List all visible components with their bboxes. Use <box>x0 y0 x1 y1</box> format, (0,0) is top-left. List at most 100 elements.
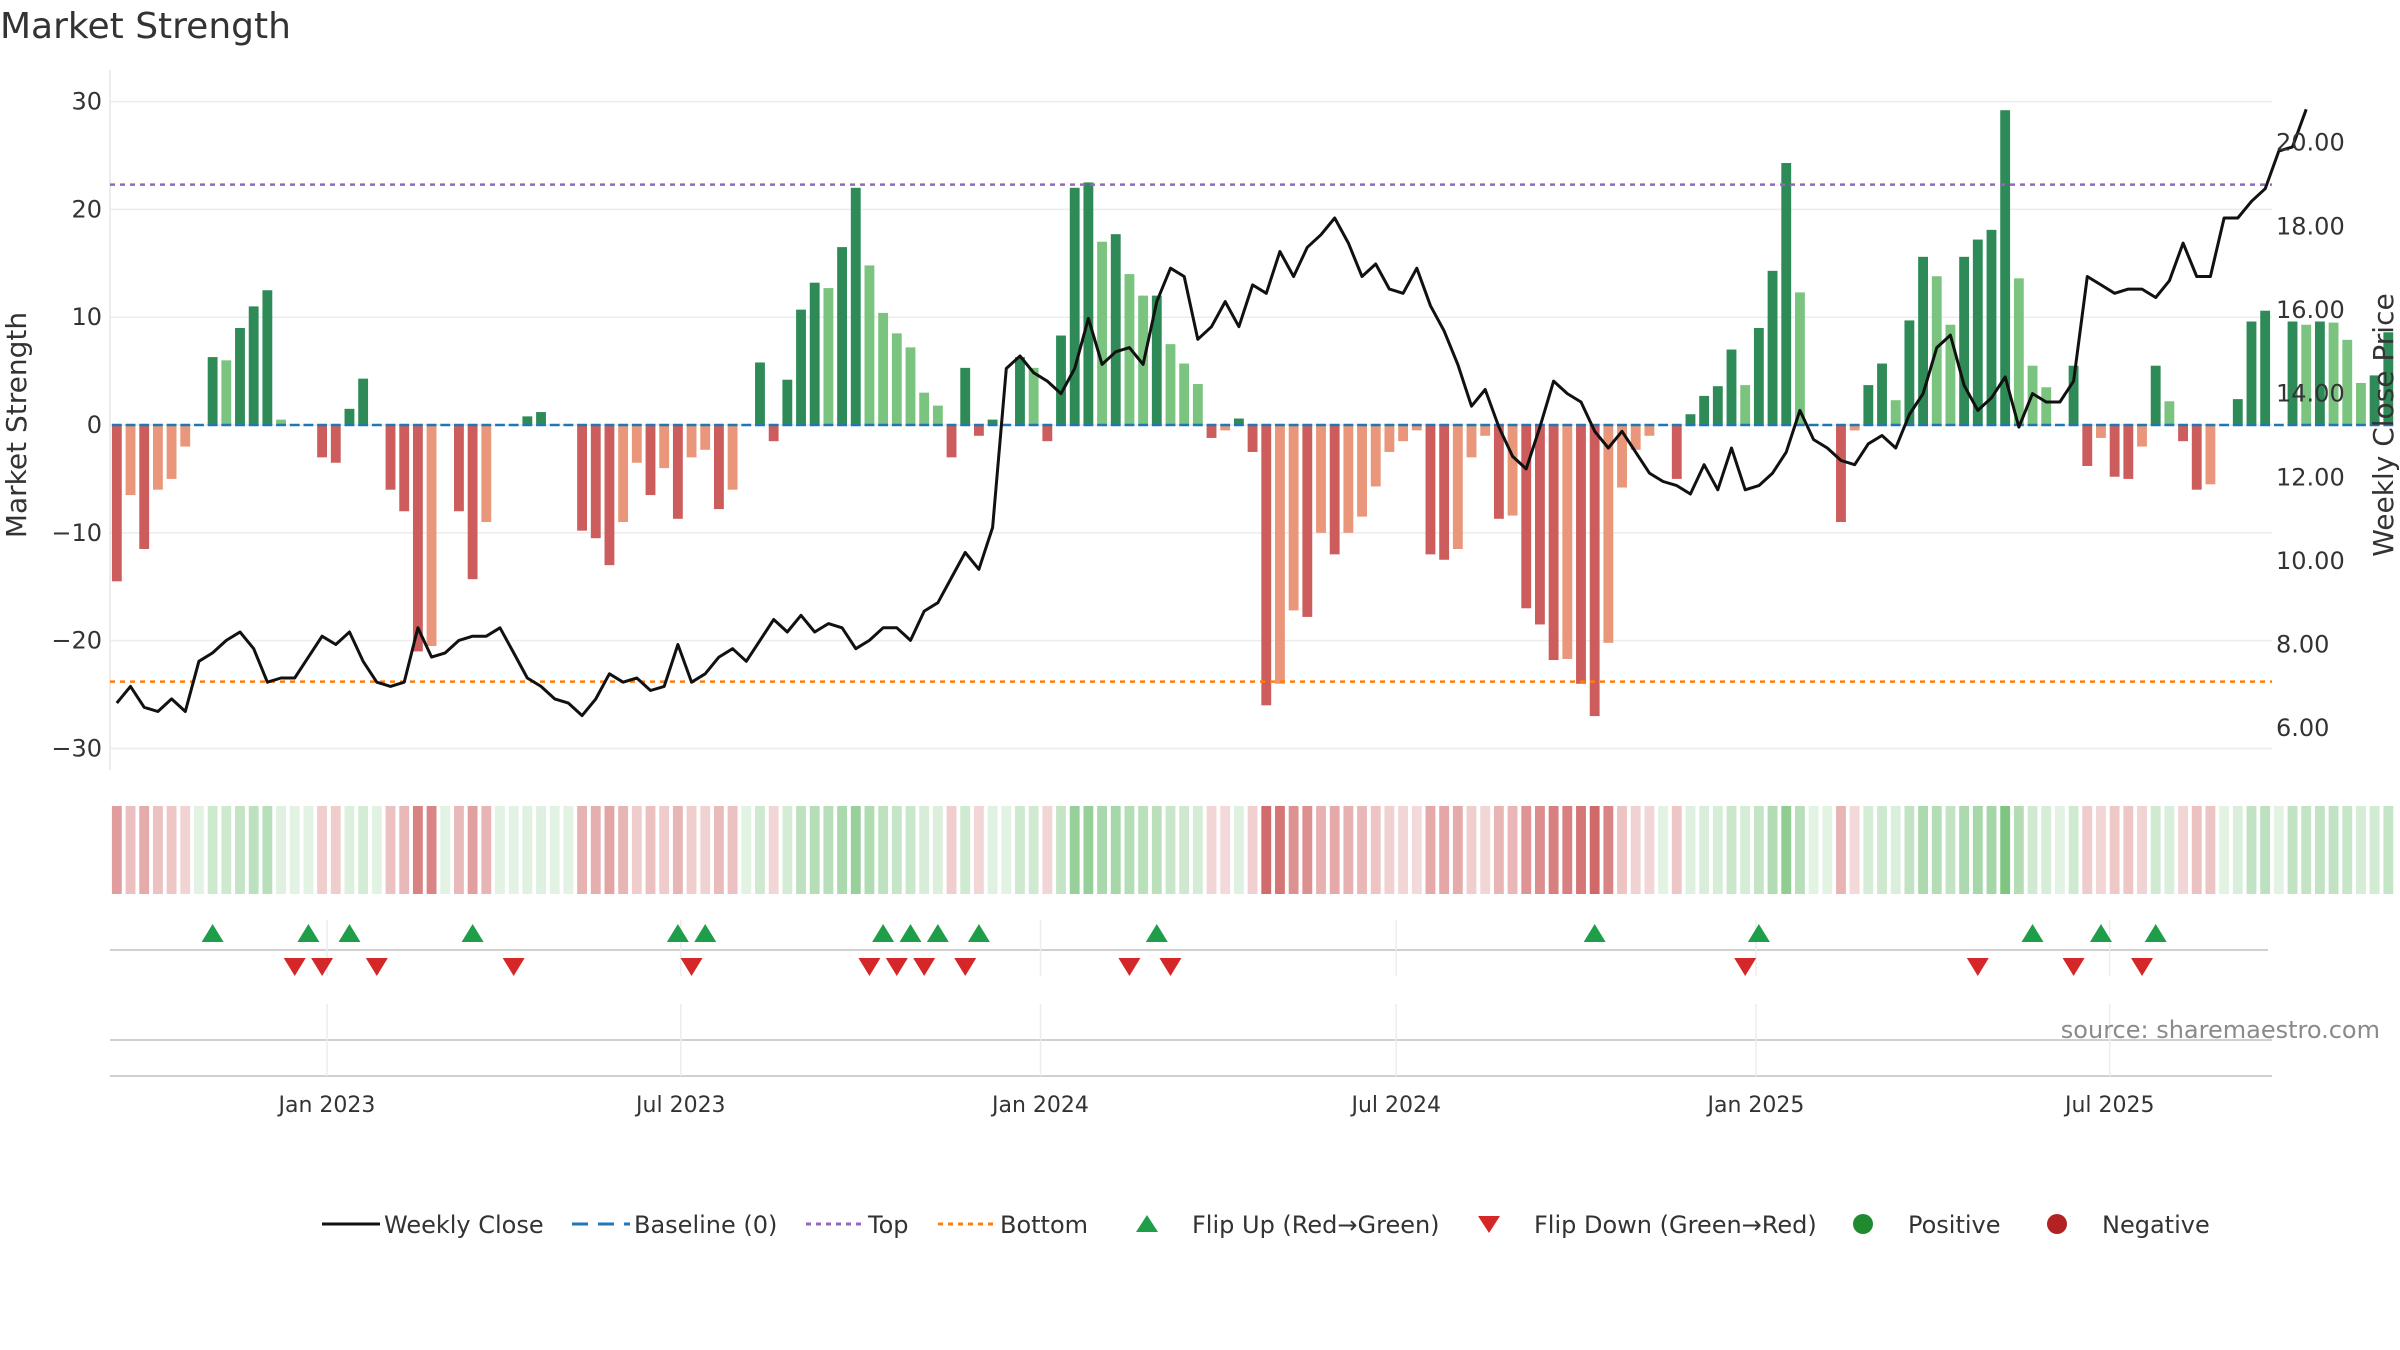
strength-bar <box>1083 182 1094 425</box>
heat-cell <box>2383 806 2394 894</box>
strength-bars <box>111 110 2394 717</box>
strength-bar <box>1179 363 1190 425</box>
y-tick-label-left: −20 <box>51 627 102 655</box>
heat-cell <box>850 806 861 894</box>
y-axis-title-right: Weekly Close Price <box>2367 293 2400 556</box>
y-axis-title-left: Market Strength <box>0 312 33 538</box>
strength-bar <box>317 425 328 458</box>
strength-bar <box>2369 375 2380 425</box>
heat-cell <box>303 806 314 894</box>
heat-cell <box>1836 806 1846 894</box>
heat-cell <box>2123 806 2134 894</box>
strength-bar <box>1261 425 1272 706</box>
y-tick-label-left: 0 <box>87 411 102 439</box>
strength-bar <box>1452 425 1463 549</box>
strength-bar <box>727 425 738 490</box>
heat-cell <box>973 806 984 894</box>
strength-bar <box>1357 425 1367 517</box>
flip-down-marker <box>858 958 881 976</box>
heat-cell <box>1589 806 1600 894</box>
strength-bar <box>782 379 793 425</box>
heat-cell <box>508 806 519 894</box>
heat-cell <box>1753 806 1764 894</box>
heat-cell <box>426 806 437 894</box>
strength-bar <box>577 425 588 531</box>
heat-cell <box>960 806 971 894</box>
strength-bar <box>399 425 410 512</box>
heat-cell <box>1521 806 1532 894</box>
flip-up-marker <box>1583 924 1606 942</box>
strength-bar <box>946 425 957 458</box>
heat-cell <box>289 806 300 894</box>
strength-bar <box>932 405 943 425</box>
heat-cell <box>1959 806 1970 894</box>
strength-bar <box>2287 321 2298 425</box>
strength-bar <box>1507 425 1518 516</box>
heat-cell <box>1466 806 1477 894</box>
strength-heat-strip <box>111 806 2394 894</box>
strength-bar <box>686 425 697 458</box>
strength-bar <box>2342 339 2353 425</box>
heat-cell <box>645 806 656 894</box>
strength-bar <box>1493 425 1504 519</box>
strength-bar <box>919 392 930 425</box>
heat-cell <box>194 806 204 894</box>
legend-item: Negative <box>2047 1211 2210 1239</box>
strength-bar <box>2109 425 2120 477</box>
strength-bar <box>1233 418 1244 425</box>
heat-cell <box>631 806 642 894</box>
strength-bar <box>1959 256 1970 425</box>
heat-cell <box>1015 806 1025 894</box>
y-tick-label-left: 30 <box>71 88 102 116</box>
flip-down-marker <box>2131 958 2154 976</box>
heat-cell <box>768 806 779 894</box>
strength-bar <box>2013 278 2024 425</box>
strength-bar <box>2164 401 2175 425</box>
heat-cell <box>1986 806 1997 894</box>
heat-cell <box>919 806 930 894</box>
heat-cell <box>1288 806 1299 894</box>
legend-label: Negative <box>2102 1211 2210 1239</box>
heat-cell <box>590 806 601 894</box>
strength-bar <box>2191 425 2202 490</box>
heat-cell <box>1603 806 1614 894</box>
heat-cell <box>248 806 259 894</box>
legend: Weekly Close Baseline (0) Top Bottom Flip Up… <box>322 1211 2210 1239</box>
heat-cell <box>1863 806 1874 894</box>
x-tick-label: Jan 2023 <box>277 1093 376 1118</box>
heat-cell <box>1726 806 1737 894</box>
strength-bar <box>180 425 191 447</box>
heat-cell <box>1945 806 1956 894</box>
strength-bar <box>1343 425 1354 533</box>
heat-cell <box>837 806 847 894</box>
heat-cell <box>221 806 232 894</box>
strength-bar <box>481 425 492 523</box>
heat-cell <box>152 806 163 894</box>
strength-bar <box>1918 256 1928 425</box>
weekly-close-line <box>115 108 2308 718</box>
legend-item: Flip Up (Red→Green) <box>1136 1211 1440 1239</box>
heat-cell <box>235 806 245 894</box>
y-tick-label-left: 10 <box>71 303 102 331</box>
heat-cell <box>1712 806 1723 894</box>
strength-bar <box>467 425 478 580</box>
strength-bar <box>1630 425 1641 450</box>
x-tick-label: Jan 2025 <box>1705 1093 1804 1118</box>
reference-lines <box>110 183 2394 683</box>
strength-bar <box>139 425 150 549</box>
strength-bar <box>2082 425 2093 466</box>
strength-bar <box>1740 385 1751 425</box>
heat-cell <box>1794 806 1805 894</box>
heat-cell <box>1493 806 1504 894</box>
heat-cell <box>1247 806 1258 894</box>
strength-bar <box>1165 344 1176 425</box>
strength-bar <box>1753 327 1764 425</box>
strength-bar <box>1548 425 1559 661</box>
heat-cell <box>2342 806 2353 894</box>
heat-cell <box>1822 806 1833 894</box>
flip-down-marker <box>283 958 306 976</box>
heat-cell <box>1069 806 1080 894</box>
heat-cell <box>2082 806 2093 894</box>
heat-cell <box>344 806 355 894</box>
heat-cell <box>2068 806 2079 894</box>
